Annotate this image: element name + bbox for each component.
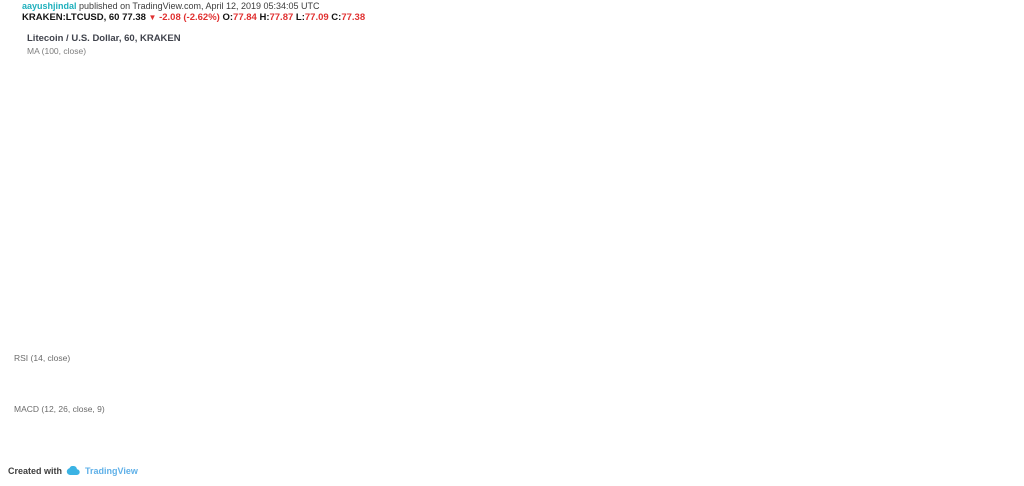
macd-pane-label[interactable]: MACD (12, 26, close, 9) [14, 404, 105, 414]
close-label: C: [331, 12, 342, 23]
low-value: 77.09 [304, 12, 329, 23]
legend-title[interactable]: Litecoin / U.S. Dollar, 60, KRAKEN [27, 33, 181, 44]
legend-ma-study[interactable]: MA (100, close) [27, 46, 87, 56]
rsi-pane-label[interactable]: RSI (14, close) [14, 353, 71, 363]
tradingview-brand-link[interactable]: TradingView [85, 466, 138, 476]
last-price: 77.38 [122, 12, 146, 23]
open-value: 77.84 [233, 12, 257, 23]
high-value: 77.87 [269, 12, 294, 23]
header-publish-line: aayushjindal published on TradingView.co… [22, 1, 320, 11]
created-with-text: Created with [8, 466, 63, 476]
footer-attribution: Created with TradingView [8, 466, 138, 476]
header-symbol-line: KRAKEN:LTCUSD, 60 77.38 ▼ -2.08 (-2.62%)… [22, 12, 365, 23]
username-link[interactable]: aayushjindal [22, 1, 77, 11]
down-triangle-icon: ▼ [148, 13, 157, 22]
symbol-text: KRAKEN:LTCUSD, 60 [22, 12, 120, 23]
change-text: -2.08 (-2.62%) [159, 12, 220, 23]
open-label: O: [222, 12, 234, 23]
published-text: published on TradingView.com, April 12, … [79, 1, 320, 11]
close-value: 77.38 [341, 12, 366, 23]
cloud-icon [66, 466, 80, 476]
high-label: H: [259, 12, 270, 23]
low-label: L: [295, 12, 305, 23]
